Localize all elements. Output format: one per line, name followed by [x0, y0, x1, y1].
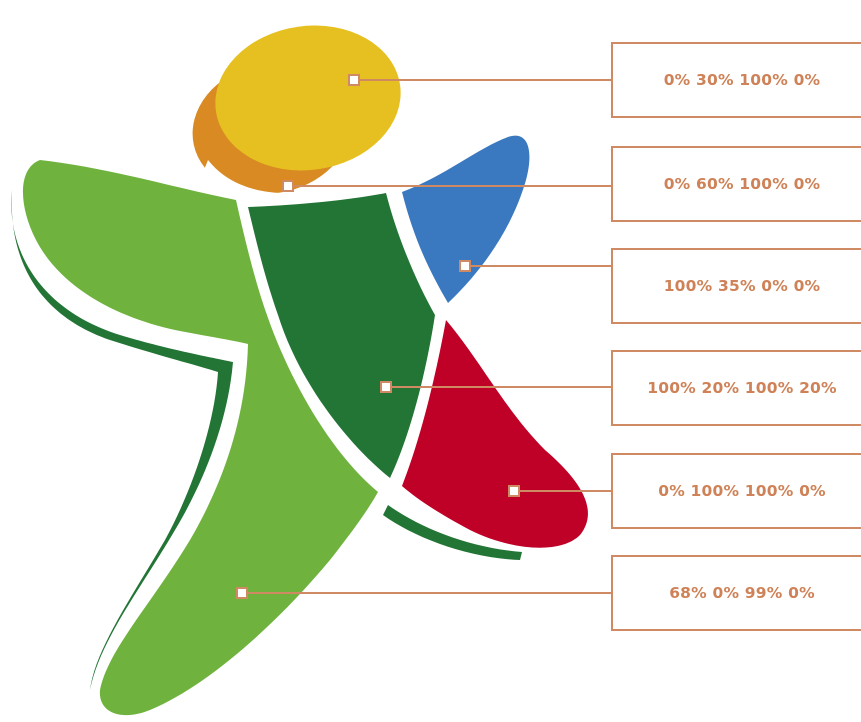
callout-box-right-leg: 0% 100% 100% 0% — [611, 453, 861, 529]
right-arm-shape — [402, 135, 530, 303]
left-body-shape — [22, 160, 379, 716]
callout-text-left-body: 68% 0% 99% 0% — [669, 584, 815, 602]
left-arm-shadow — [11, 190, 233, 690]
callout-box-head-rim: 0% 60% 100% 0% — [611, 146, 861, 222]
callout-box-torso: 100% 20% 100% 20% — [611, 350, 861, 426]
callout-lines — [247, 79, 611, 594]
marker-torso — [380, 381, 392, 393]
head-separator — [204, 160, 362, 203]
callout-box-head: 0% 30% 100% 0% — [611, 42, 861, 118]
right-leg-shape — [402, 320, 588, 548]
callout-text-head-rim: 0% 60% 100% 0% — [663, 175, 821, 193]
callout-text-torso: 100% 20% 100% 20% — [647, 379, 837, 397]
callout-box-right-arm: 100% 35% 0% 0% — [611, 248, 861, 324]
marker-left-body — [236, 587, 248, 599]
marker-head-rim — [282, 180, 294, 192]
callout-box-left-body: 68% 0% 99% 0% — [611, 555, 861, 631]
marker-right-arm — [459, 260, 471, 272]
head-shape — [215, 25, 401, 171]
callout-text-head: 0% 30% 100% 0% — [663, 71, 821, 89]
lower-right-shadow — [383, 505, 522, 560]
marker-head — [348, 74, 360, 86]
marker-right-leg — [508, 485, 520, 497]
callout-text-right-arm: 100% 35% 0% 0% — [663, 277, 821, 295]
callout-markers — [236, 74, 520, 599]
callout-text-right-leg: 0% 100% 100% 0% — [658, 482, 826, 500]
torso-shape — [248, 193, 435, 478]
